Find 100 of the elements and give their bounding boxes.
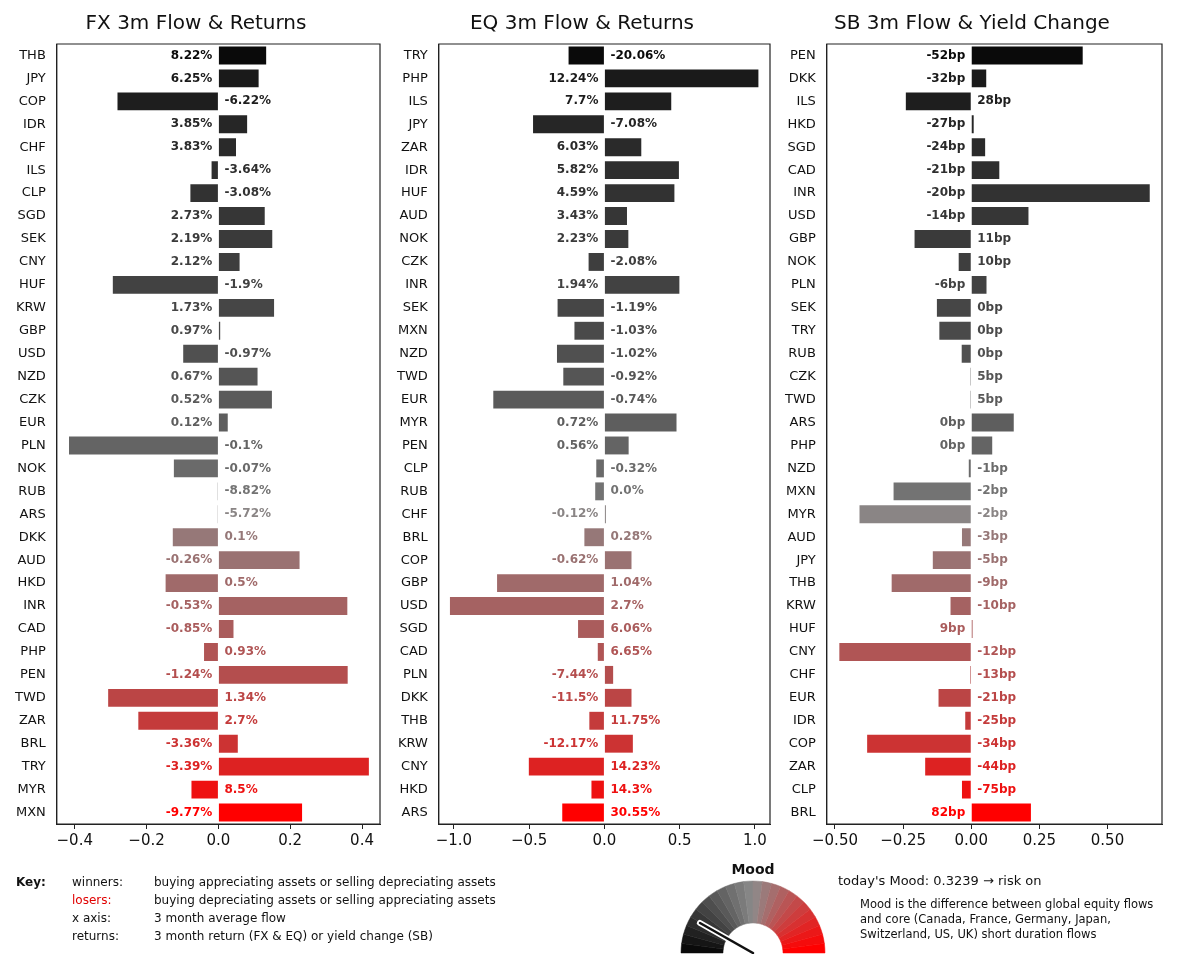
bar: [971, 161, 1000, 180]
annotation: -9bp: [977, 575, 1009, 590]
y-tick-label: RUB: [18, 482, 46, 498]
annotation: 12.24%: [548, 70, 599, 85]
annotation: 2.19%: [170, 231, 213, 246]
bar: [936, 298, 971, 317]
annotation: 6.25%: [170, 70, 213, 85]
y-tick-label: NZD: [17, 368, 46, 384]
bar: [218, 665, 348, 684]
y-tick-label: ZAR: [400, 138, 428, 154]
bar: [449, 597, 604, 616]
annotation: 9bp: [939, 621, 966, 636]
annotation: -2bp: [977, 483, 1009, 498]
bar: [604, 138, 642, 157]
bar: [891, 574, 971, 593]
y-tick-label: PHP: [402, 69, 428, 85]
y-tick-label: INR: [793, 184, 816, 200]
bar: [925, 757, 971, 776]
y-tick-label: RUB: [788, 345, 816, 361]
annotation: -21bp: [926, 162, 966, 177]
annotation: 0.28%: [610, 529, 653, 544]
bar: [950, 597, 971, 616]
annotation: 4.59%: [556, 185, 599, 200]
bar: [939, 321, 971, 340]
y-tick-label: CAD: [399, 643, 428, 659]
annotation: 1.04%: [610, 575, 653, 590]
bar: [218, 367, 258, 386]
bar: [218, 138, 236, 157]
text: Mood is the difference between global equity flows and core (Canada, France, Germany, Japan, Switzerland, US, UK) short duration flows: [860, 897, 1155, 942]
y-tick-label: TRY: [20, 758, 46, 774]
bar: [971, 138, 986, 157]
bar: [914, 230, 971, 248]
y-tick-label: DKK: [400, 689, 429, 705]
bar: [117, 92, 218, 111]
bar: [604, 551, 632, 570]
bar: [138, 711, 218, 730]
y-tick-label: AUD: [399, 207, 428, 223]
y-tick-label: ZAR: [18, 712, 46, 728]
annotation: 0.52%: [170, 391, 213, 406]
annotation: -0.92%: [610, 368, 658, 383]
y-tick-label: THB: [788, 574, 816, 590]
y-tick-label: SGD: [17, 207, 46, 223]
y-tick-label: KRW: [397, 735, 428, 751]
annotation: -44bp: [977, 758, 1017, 773]
text: today's Mood: 0.3239 → risk on: [838, 873, 1042, 888]
annotation: 0.93%: [224, 644, 267, 659]
bar: [218, 620, 234, 638]
y-tick-label: IDR: [404, 161, 428, 177]
bar: [218, 597, 348, 616]
y-tick-label: ILS: [408, 92, 428, 108]
bar: [218, 115, 248, 134]
y-tick-label: AUD: [787, 528, 816, 544]
bar: [108, 688, 218, 707]
bar: [971, 803, 1031, 822]
annotation: 3.83%: [170, 139, 213, 154]
y-tick-label: CHF: [19, 138, 46, 154]
bar: [218, 390, 272, 409]
bar: [528, 757, 604, 776]
annotation: 0.12%: [170, 414, 213, 429]
annotation: -27bp: [926, 116, 966, 131]
annotation: 28bp: [977, 93, 1012, 108]
x-tick-label: 0.4: [350, 830, 374, 849]
y-tick-label: COP: [788, 735, 816, 751]
annotation: -5.72%: [224, 506, 272, 521]
y-tick-label: MXN: [15, 803, 46, 819]
annotation: 7.7%: [565, 93, 599, 108]
text: buying appreciating assets or selling depreciating assets: [154, 875, 496, 889]
y-tick-label: ZAR: [788, 758, 816, 774]
y-tick-label: MYR: [17, 780, 46, 796]
annotation: -0.32%: [610, 460, 658, 475]
y-tick-label: KRW: [785, 597, 816, 613]
text: Mood: [730, 861, 776, 877]
y-tick-label: GBP: [18, 322, 46, 338]
bar: [595, 482, 604, 501]
y-tick-label: IDR: [22, 115, 46, 131]
annotation: 0.56%: [556, 437, 599, 452]
bar: [578, 620, 604, 638]
annotation: -6.22%: [224, 93, 272, 108]
annotation: -12.17%: [543, 735, 599, 750]
bar: [563, 367, 604, 386]
y-tick-label: CNY: [401, 758, 428, 774]
annotation: -32bp: [926, 70, 966, 85]
annotation: -0.26%: [165, 552, 213, 567]
annotation: -2bp: [977, 506, 1009, 521]
annotation: 2.7%: [224, 712, 258, 727]
y-tick-label: USD: [400, 597, 428, 613]
bar: [971, 46, 1083, 65]
bar: [905, 92, 971, 111]
bar: [218, 252, 240, 271]
y-tick-label: IDR: [792, 712, 816, 728]
annotation: -3.36%: [165, 735, 213, 750]
x-tick-label: −0.50: [812, 830, 858, 849]
bar: [859, 505, 971, 524]
annotation: -11.5%: [551, 689, 599, 704]
y-tick-label: CNY: [19, 253, 46, 269]
text: Key:: [16, 875, 46, 889]
annotation: -7.44%: [551, 667, 599, 682]
y-tick-label: NZD: [399, 345, 428, 361]
x-tick-label: −1.0: [435, 830, 473, 849]
bar: [971, 207, 1029, 226]
